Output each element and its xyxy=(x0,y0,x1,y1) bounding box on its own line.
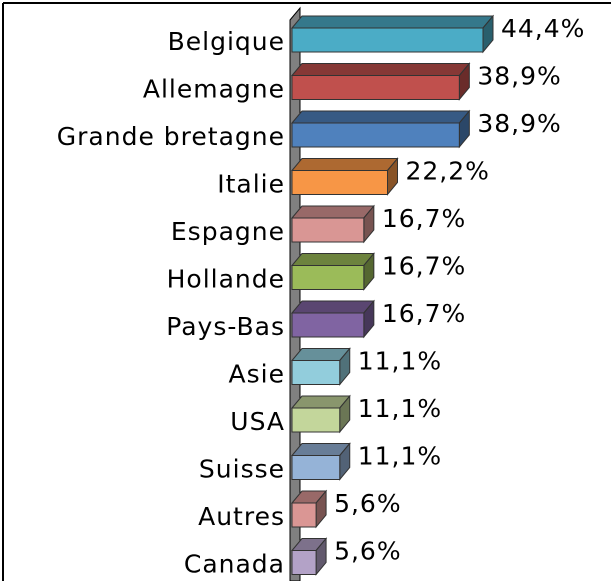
bar-face xyxy=(290,300,375,314)
value-label: 16,7% xyxy=(382,204,466,233)
category-label: USA xyxy=(230,407,285,436)
bar-face xyxy=(291,312,365,338)
bar-face xyxy=(291,407,341,433)
bar xyxy=(290,299,375,339)
value-label: 11,1% xyxy=(358,347,442,376)
bar xyxy=(290,157,399,196)
bar-face xyxy=(291,217,365,243)
bar xyxy=(290,204,375,244)
bar-face xyxy=(290,15,495,29)
category-label: Hollande xyxy=(167,265,285,294)
bar xyxy=(290,109,471,149)
value-label: 38,9% xyxy=(477,62,561,91)
value-label: 5,6% xyxy=(334,537,402,566)
category-label: Suisse xyxy=(199,455,285,484)
bar-face xyxy=(290,253,375,266)
bar-face xyxy=(291,550,317,575)
bar xyxy=(290,394,351,434)
value-label: 5,6% xyxy=(334,489,402,518)
bar xyxy=(290,489,328,529)
value-label: 38,9% xyxy=(477,109,561,138)
bar-face xyxy=(290,63,471,76)
category-label: Asie xyxy=(229,360,285,389)
bar-face xyxy=(291,455,341,480)
bar xyxy=(290,347,351,386)
value-label: 16,7% xyxy=(382,252,466,281)
value-label: 44,4% xyxy=(501,14,585,43)
axis-wall xyxy=(289,6,301,581)
bar-face xyxy=(291,170,388,195)
bar xyxy=(290,62,471,101)
bar-face xyxy=(291,27,484,53)
bar-face xyxy=(291,75,460,100)
bar xyxy=(290,442,351,481)
value-label: 11,1% xyxy=(358,442,442,471)
value-label: 22,2% xyxy=(406,157,490,186)
value-label: 16,7% xyxy=(382,299,466,328)
bar-face xyxy=(290,205,375,219)
category-label: Pays-Bas xyxy=(166,312,285,341)
category-label: Italie xyxy=(217,170,285,199)
bar xyxy=(290,537,328,576)
category-label: Espagne xyxy=(171,217,285,246)
bar-face xyxy=(291,122,460,148)
bar-face xyxy=(291,360,341,385)
bar-face xyxy=(290,110,471,124)
bar xyxy=(290,252,375,291)
bar-face xyxy=(291,502,317,528)
value-label: 11,1% xyxy=(358,394,442,423)
category-label: Canada xyxy=(184,550,285,579)
bar-face xyxy=(290,158,399,171)
category-label: Autres xyxy=(198,502,285,531)
category-label: Belgique xyxy=(168,27,285,56)
category-label: Allemagne xyxy=(143,75,285,104)
category-label: Grande bretagne xyxy=(57,122,285,151)
bar-face xyxy=(291,265,365,290)
bar xyxy=(290,14,495,54)
